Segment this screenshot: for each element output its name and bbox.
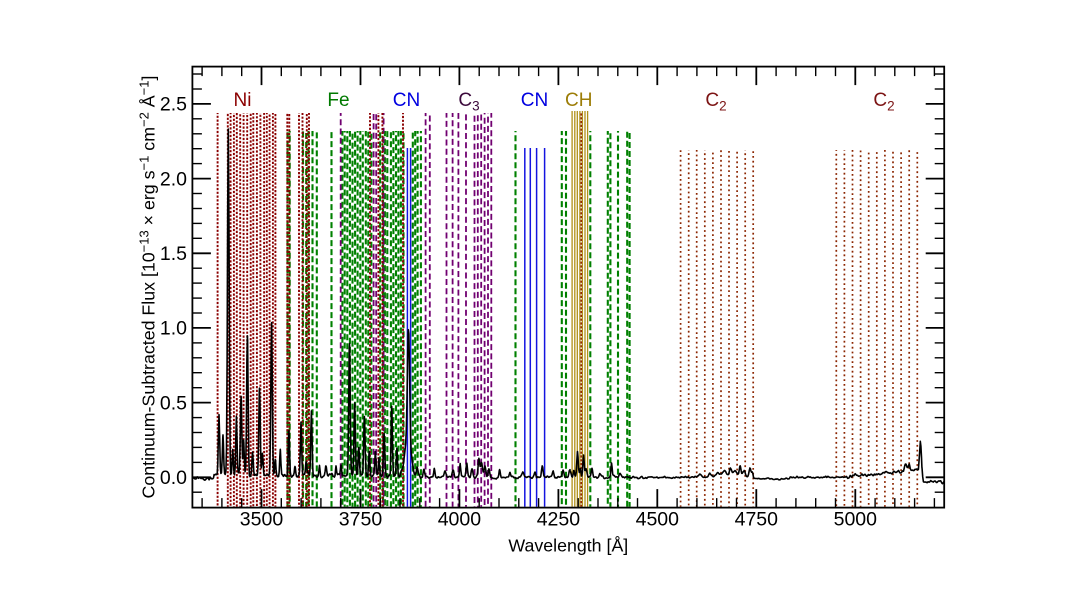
svg-text:Continuum-Subtracted Flux [10−: Continuum-Subtracted Flux [10−13 × erg s… <box>136 76 158 499</box>
svg-text:0.5: 0.5 <box>160 392 187 414</box>
svg-text:4750: 4750 <box>735 509 779 531</box>
svg-text:Ni: Ni <box>234 90 252 111</box>
svg-text:4250: 4250 <box>537 509 581 531</box>
svg-text:2.0: 2.0 <box>160 168 187 190</box>
svg-text:3750: 3750 <box>339 509 383 531</box>
svg-text:CN: CN <box>393 90 420 111</box>
svg-text:CN: CN <box>521 90 548 111</box>
svg-text:Wavelength [Å]: Wavelength [Å] <box>508 536 628 556</box>
svg-text:1.0: 1.0 <box>160 318 187 340</box>
svg-text:4000: 4000 <box>438 509 482 531</box>
svg-text:1.5: 1.5 <box>160 243 187 265</box>
svg-text:CH: CH <box>565 90 592 111</box>
svg-text:3500: 3500 <box>240 509 284 531</box>
svg-text:Fe: Fe <box>327 90 349 111</box>
svg-text:0.0: 0.0 <box>160 467 187 489</box>
svg-text:5000: 5000 <box>834 509 878 531</box>
svg-text:2.5: 2.5 <box>160 94 187 116</box>
svg-text:4500: 4500 <box>636 509 680 531</box>
